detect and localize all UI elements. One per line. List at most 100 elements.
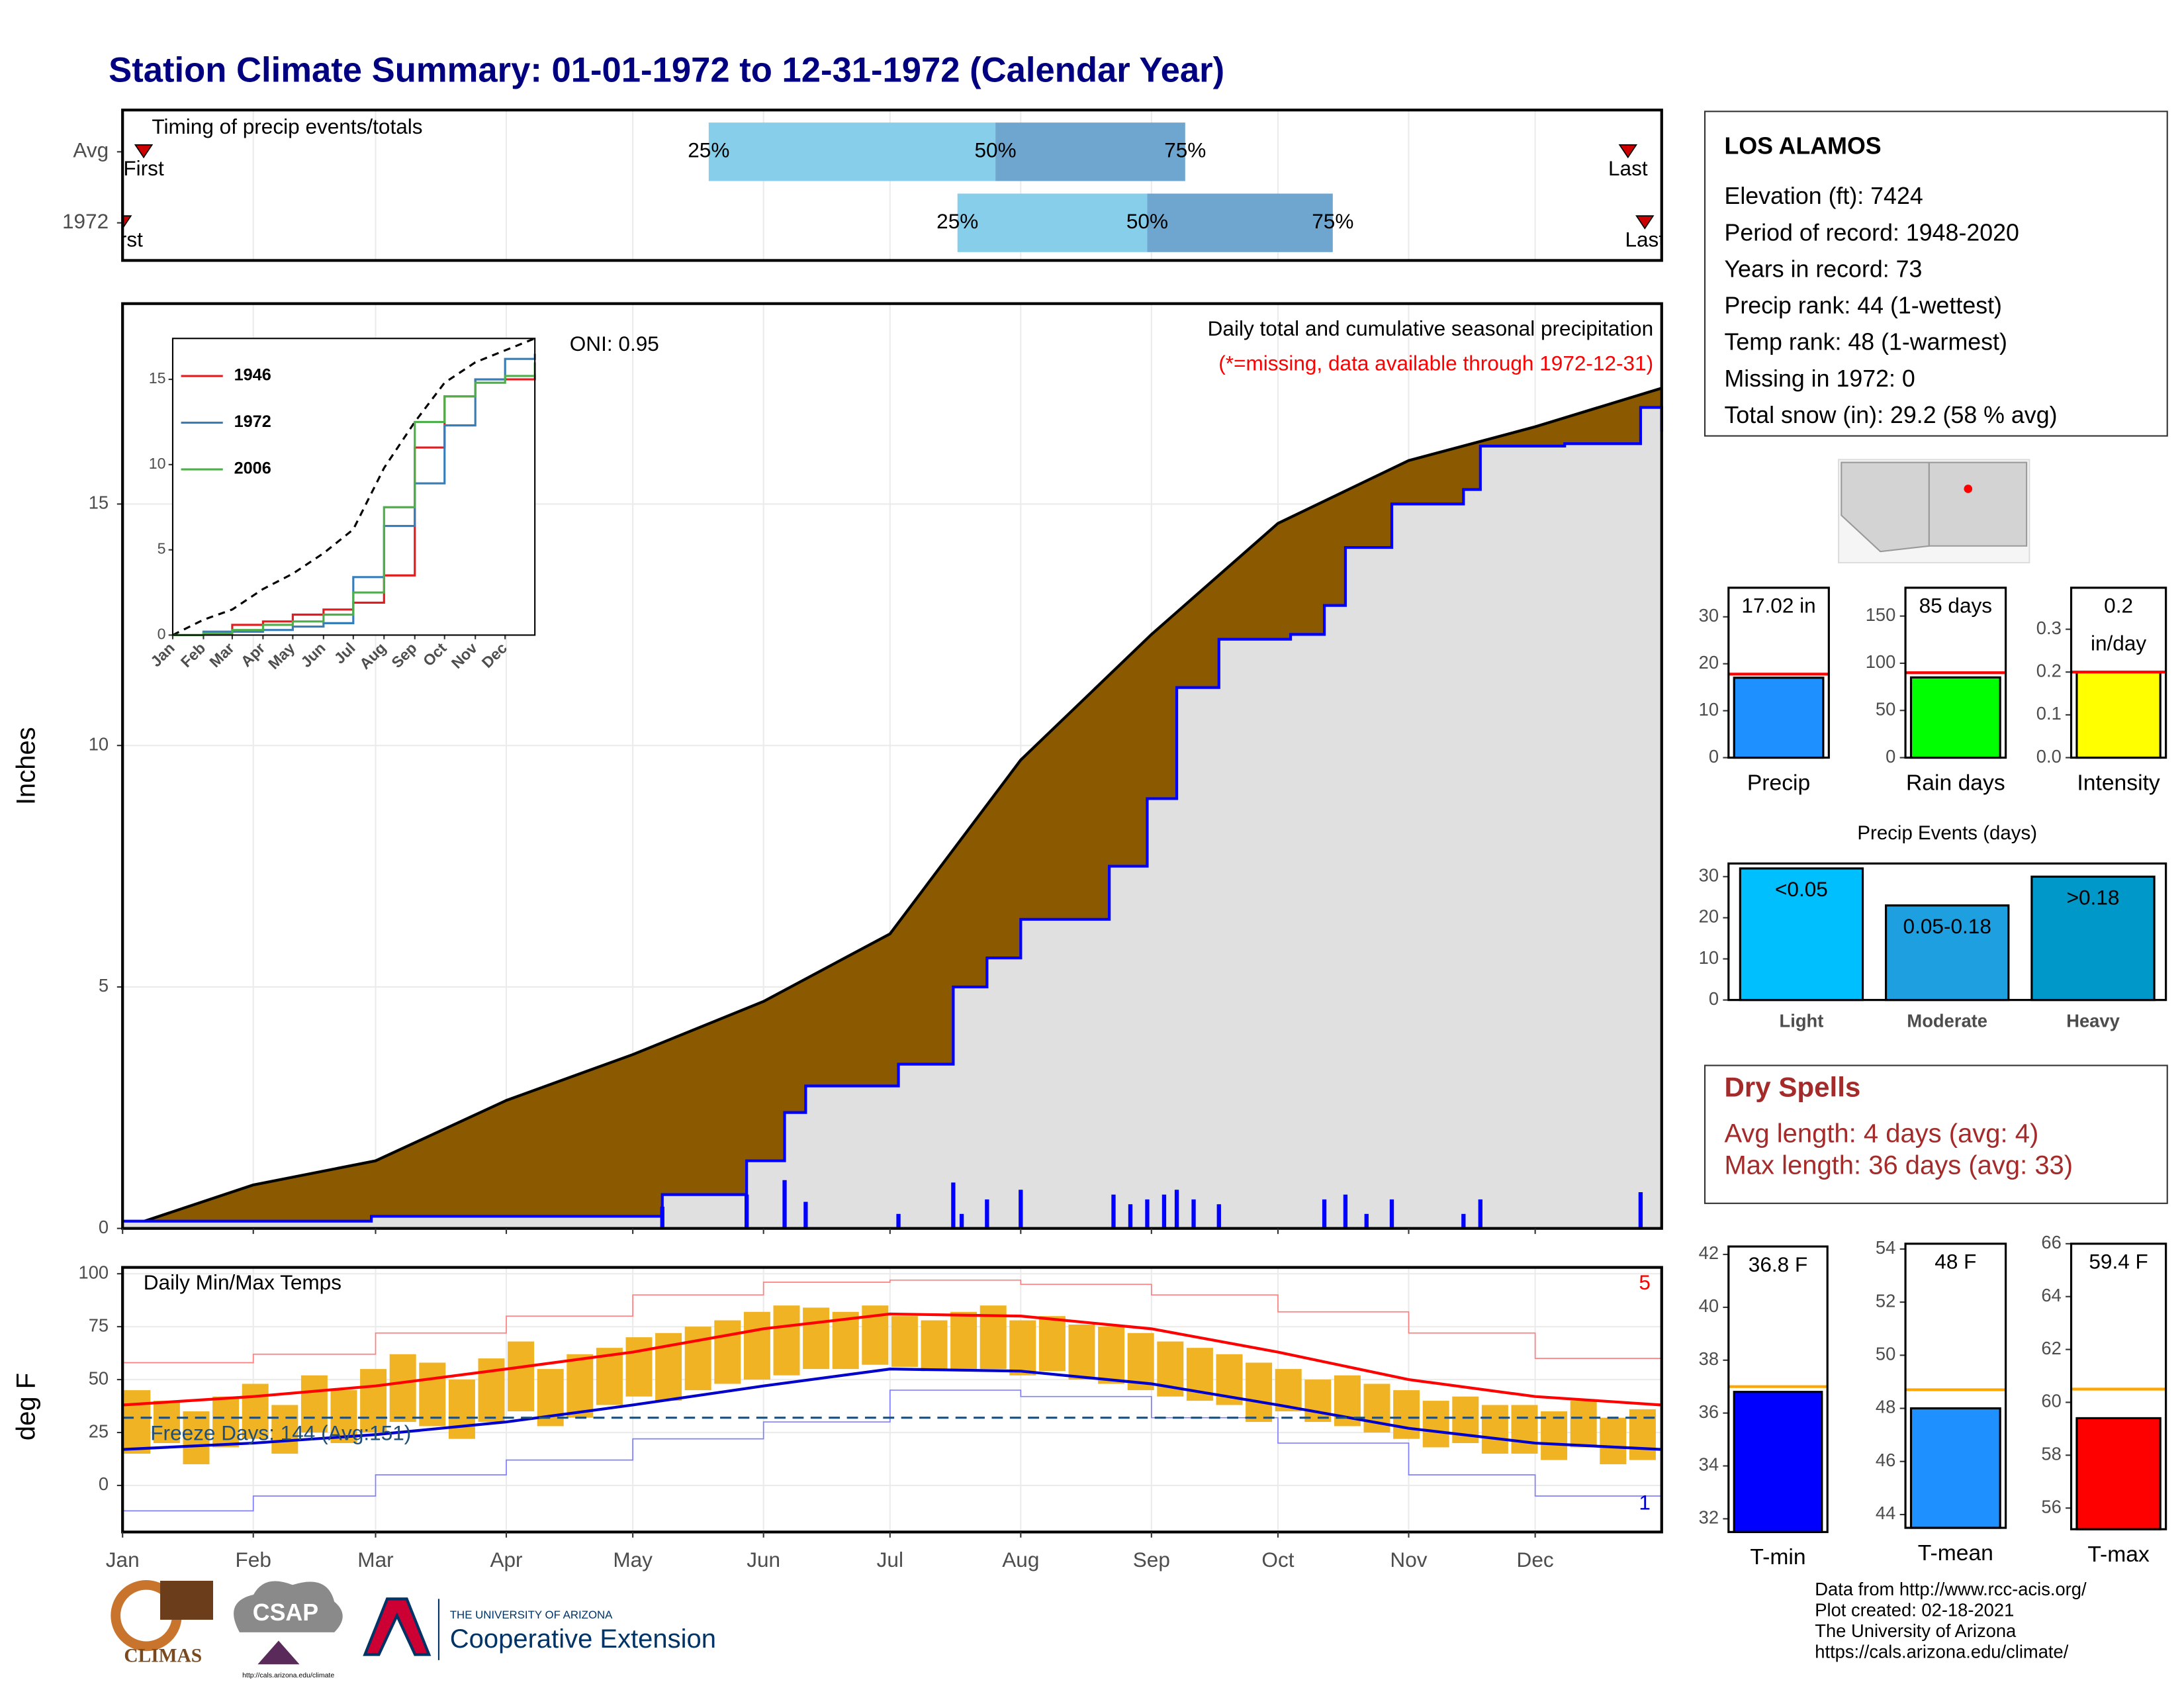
daily-precip-bar (1638, 1192, 1643, 1229)
value-label: 0.05-0.18 (1903, 914, 1991, 938)
y-tick-label: 52 (1876, 1290, 1895, 1311)
category-label: T-min (1750, 1545, 1805, 1570)
event-label: Last (1625, 227, 1664, 251)
panel-title: Timing of precip events/totals (152, 115, 422, 138)
panel-border (121, 109, 1663, 262)
daily-precip-bar (1364, 1213, 1369, 1229)
category-label: T-max (2087, 1542, 2150, 1567)
percentile-label: 25% (688, 138, 729, 162)
station-line: Missing in 1972: 0 (1724, 365, 1915, 392)
bar (2030, 875, 2156, 1002)
summary-bar (1733, 1391, 1823, 1533)
y-tick-label: Avg (73, 138, 109, 162)
daily-precip-bar (896, 1213, 901, 1229)
climas-logo: CLIMAS (111, 1579, 214, 1666)
dry-spells-box (1704, 1064, 2168, 1204)
station-line: Temp rank: 48 (1-warmest) (1724, 329, 2007, 355)
temp-range-bar (183, 1411, 210, 1465)
x-tick-label: Feb (236, 1548, 271, 1571)
logo-shape (363, 1597, 432, 1656)
daily-precip-bar (1322, 1199, 1327, 1229)
value-label: 36.8 F (1749, 1252, 1807, 1276)
daily-precip-bar (660, 1206, 664, 1229)
normal-low-line (122, 1368, 1662, 1451)
daily-precip-bar (985, 1199, 989, 1229)
y-tick-label: 62 (2041, 1338, 2061, 1358)
y-tick-label: 0 (1886, 746, 1895, 767)
csap-logo: CSAP http://cals.arizona.edu/climate (234, 1581, 343, 1679)
percentile-label: 75% (1164, 138, 1206, 162)
y-tick-label: 42 (1699, 1243, 1719, 1263)
percentile-bar (957, 193, 1148, 252)
logo-shape (234, 1581, 343, 1632)
x-tick-label: Mar (357, 1548, 393, 1571)
legend-label: 1972 (234, 412, 271, 431)
daily-precip-bar (951, 1182, 956, 1229)
x-tick-label: Moderate (1907, 1011, 1987, 1031)
y-tick-label: 60 (2041, 1391, 2061, 1411)
logo-shape (257, 1640, 300, 1665)
y-tick-label: 5 (158, 540, 166, 557)
y-tick-label: 36 (1699, 1401, 1719, 1422)
x-tick-label: Heavy (2066, 1011, 2120, 1031)
daily-precip-bar (1343, 1194, 1348, 1229)
value-label: 48 F (1934, 1250, 1976, 1274)
category-label: Rain days (1906, 771, 2005, 795)
temp-range-bar (567, 1354, 594, 1418)
daily-precip-bar (1216, 1204, 1221, 1229)
logo-text: CSAP (253, 1599, 318, 1626)
temp-range-bar (1246, 1362, 1273, 1423)
temp-range-bar (389, 1354, 416, 1423)
temp-range-bar (330, 1390, 357, 1444)
event-marker (1635, 215, 1655, 230)
panel-border (1904, 1243, 2007, 1529)
y-tick-label: 50 (1876, 1344, 1895, 1364)
station-line: Precip rank: 44 (1-wettest) (1724, 293, 2001, 319)
summary-bar (2075, 1417, 2161, 1530)
event-marker (134, 144, 154, 159)
y-tick-label: 20 (1699, 652, 1719, 673)
y-tick-label: 0.3 (2036, 618, 2062, 638)
value-label: 17.02 in (1741, 594, 1815, 618)
category-label: T-mean (1918, 1541, 1993, 1566)
y-tick-label: 25 (89, 1421, 109, 1441)
x-tick-label: Jun (747, 1548, 780, 1571)
y-tick-label: 30 (1699, 605, 1719, 626)
average-line (172, 337, 535, 636)
daily-precip-bar (1389, 1199, 1394, 1229)
legend-label: 1946 (234, 366, 271, 385)
y-tick-label: 0 (158, 626, 166, 643)
map-state (1841, 461, 1930, 553)
temp-range-bar (419, 1362, 446, 1427)
x-tick-label: Aug (1002, 1548, 1039, 1571)
temp-range-bar (1570, 1401, 1597, 1448)
temp-range-bar (1511, 1405, 1538, 1454)
y-tick-label: 30 (1699, 865, 1719, 886)
value-label: 85 days (1919, 594, 1993, 618)
x-tick-label: Apr (490, 1548, 522, 1571)
y-tick-label: 0.0 (2036, 746, 2062, 767)
station-line: Period of record: 1948-2020 (1724, 219, 2019, 246)
y-tick-label: 1972 (62, 209, 109, 233)
panel-border (121, 302, 1663, 1230)
chart-title: Daily total and cumulative seasonal prec… (1208, 316, 1653, 340)
temp-range-bar (1600, 1417, 1627, 1465)
x-tick-label: May (613, 1548, 653, 1571)
y-tick-label: 0.2 (2036, 660, 2062, 680)
station-box (1704, 111, 2168, 437)
y-tick-label: 38 (1699, 1348, 1719, 1369)
percentile-bar (995, 122, 1185, 181)
y-axis-label: deg F (12, 1373, 41, 1440)
record-high-count: 5 (1639, 1270, 1651, 1294)
logo-text: THE UNIVERSITY OF ARIZONA (450, 1609, 613, 1621)
temp-range-bar (508, 1341, 535, 1412)
x-tick-label: Light (1780, 1011, 1824, 1031)
footer-line: Plot created: 02-18-2021 (1815, 1600, 2014, 1620)
annotation: ONI: 0.95 (570, 332, 659, 355)
temp-range-bar (891, 1316, 918, 1367)
y-tick-label: 10 (149, 455, 166, 472)
percentile-label: 50% (1126, 209, 1168, 233)
panel-border (1904, 586, 2007, 759)
logo-text: http://cals.arizona.edu/climate (242, 1671, 334, 1679)
